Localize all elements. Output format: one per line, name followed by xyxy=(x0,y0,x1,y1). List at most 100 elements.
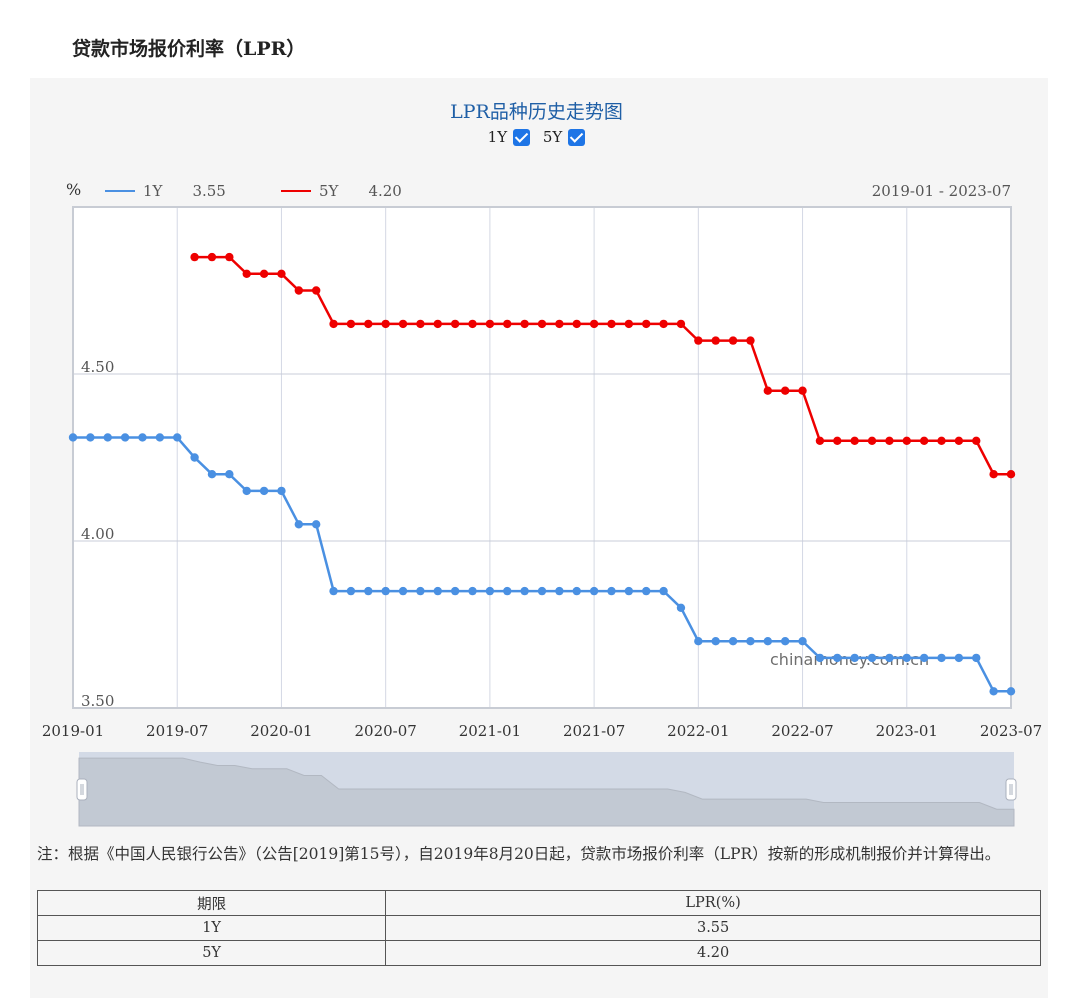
toggle-1y[interactable]: 1Y xyxy=(488,128,531,146)
data-point-1y xyxy=(555,586,564,596)
data-point-1y xyxy=(746,637,755,646)
data-point-1y xyxy=(242,486,251,496)
data-point-5y xyxy=(728,336,738,345)
table-cell-term: 5Y xyxy=(36,940,387,966)
data-point-1y xyxy=(190,453,199,462)
lpr-line-chart: 2019-01 2019-07 2020-01 2020-07 2021-01 2021-… xyxy=(42,206,1042,827)
data-point-1y xyxy=(468,586,477,596)
data-point-5y xyxy=(364,319,373,329)
data-point-5y xyxy=(190,252,199,262)
data-point-1y xyxy=(798,637,807,646)
legend-item-1y[interactable]: 1Y 3.55 xyxy=(105,182,226,200)
data-point-5y xyxy=(294,286,304,295)
data-point-5y xyxy=(850,436,859,445)
data-point-1y xyxy=(676,603,686,612)
toggle-5y-checkbox[interactable] xyxy=(568,128,586,146)
data-point-1y xyxy=(763,637,773,646)
table-row: 5Y 4.20 xyxy=(36,940,1041,966)
y-tick-label: 4.50 xyxy=(81,358,114,376)
data-point-1y xyxy=(294,520,304,529)
y-tick-label: 4.00 xyxy=(81,525,114,543)
data-point-1y xyxy=(259,486,269,496)
data-point-1y xyxy=(833,653,842,663)
data-point-1y xyxy=(537,586,547,596)
data-point-5y xyxy=(468,319,477,329)
zoom-handle-right[interactable] xyxy=(1005,778,1017,801)
data-point-1y xyxy=(364,586,373,596)
legend-swatch-1y xyxy=(105,190,135,192)
table-header-term: 期限 xyxy=(36,890,387,916)
zoom-handle-left[interactable] xyxy=(76,778,88,801)
data-point-1y xyxy=(207,470,217,479)
data-point-1y xyxy=(155,433,165,442)
data-point-5y xyxy=(503,319,512,329)
data-point-5y xyxy=(259,269,269,278)
toggle-5y-label: 5Y xyxy=(542,128,563,146)
data-point-1y xyxy=(103,433,112,442)
table-cell-value: 4.20 xyxy=(385,940,1041,966)
legend-value-5y: 4.20 xyxy=(368,182,402,200)
x-tick-label: 2020-01 xyxy=(250,722,312,740)
data-point-5y xyxy=(346,319,356,329)
x-tick-label: 2021-07 xyxy=(563,722,625,740)
x-tick-label: 2022-01 xyxy=(667,722,729,740)
data-point-5y xyxy=(972,436,981,445)
data-point-5y xyxy=(867,436,877,445)
data-point-1y xyxy=(815,653,825,663)
data-point-1y xyxy=(277,486,286,496)
toggle-5y[interactable]: 5Y xyxy=(542,128,586,146)
data-point-1y xyxy=(937,653,946,663)
series-toggles: 1Y 5Y xyxy=(0,128,1073,146)
data-point-5y xyxy=(746,336,755,345)
data-point-1y xyxy=(433,586,442,596)
data-point-5y xyxy=(277,269,286,278)
x-tick-label: 2019-01 xyxy=(42,722,104,740)
data-point-5y xyxy=(207,252,217,262)
data-point-1y xyxy=(694,637,703,646)
data-point-1y xyxy=(780,637,790,646)
data-point-1y xyxy=(850,653,859,663)
table-header-lpr: LPR(%) xyxy=(385,890,1041,916)
data-point-5y xyxy=(902,436,911,445)
data-point-5y xyxy=(937,436,946,445)
table-cell-value: 3.55 xyxy=(385,915,1041,941)
zoom-preview-area xyxy=(78,757,1015,827)
data-point-5y xyxy=(311,286,321,295)
y-tick-label: 3.50 xyxy=(81,692,114,710)
data-point-1y xyxy=(989,687,998,696)
x-tick-label: 2021-01 xyxy=(459,722,521,740)
toggle-1y-checkbox[interactable] xyxy=(513,128,531,146)
data-point-1y xyxy=(381,586,390,596)
data-point-1y xyxy=(311,520,321,529)
data-point-5y xyxy=(485,319,495,329)
data-point-5y xyxy=(798,386,807,395)
table-header-row: 期限 LPR(%) xyxy=(36,890,1041,916)
legend-item-5y[interactable]: 5Y 4.20 xyxy=(281,182,402,200)
data-point-1y xyxy=(1006,687,1016,696)
data-point-1y xyxy=(329,586,338,596)
data-point-5y xyxy=(520,319,529,329)
data-point-1y xyxy=(485,586,495,596)
data-point-5y xyxy=(225,252,234,262)
data-point-1y xyxy=(520,586,529,596)
table-cell-term: 1Y xyxy=(36,915,387,941)
data-point-1y xyxy=(346,586,356,596)
data-point-5y xyxy=(537,319,547,329)
data-point-1y xyxy=(624,586,634,596)
data-point-5y xyxy=(555,319,564,329)
data-point-1y xyxy=(954,653,964,663)
data-point-5y xyxy=(398,319,408,329)
data-point-5y xyxy=(642,319,651,329)
data-point-1y xyxy=(120,433,130,442)
data-point-5y xyxy=(833,436,842,445)
data-point-1y xyxy=(86,433,95,442)
plot-area xyxy=(73,207,1011,708)
data-point-5y xyxy=(329,319,338,329)
data-point-5y xyxy=(607,319,616,329)
data-point-1y xyxy=(572,586,581,596)
x-tick-label: 2020-07 xyxy=(354,722,416,740)
data-point-5y xyxy=(659,319,668,329)
date-range: 2019-01 - 2023-07 xyxy=(871,182,1011,200)
data-point-5y xyxy=(989,470,998,479)
data-point-5y xyxy=(572,319,581,329)
